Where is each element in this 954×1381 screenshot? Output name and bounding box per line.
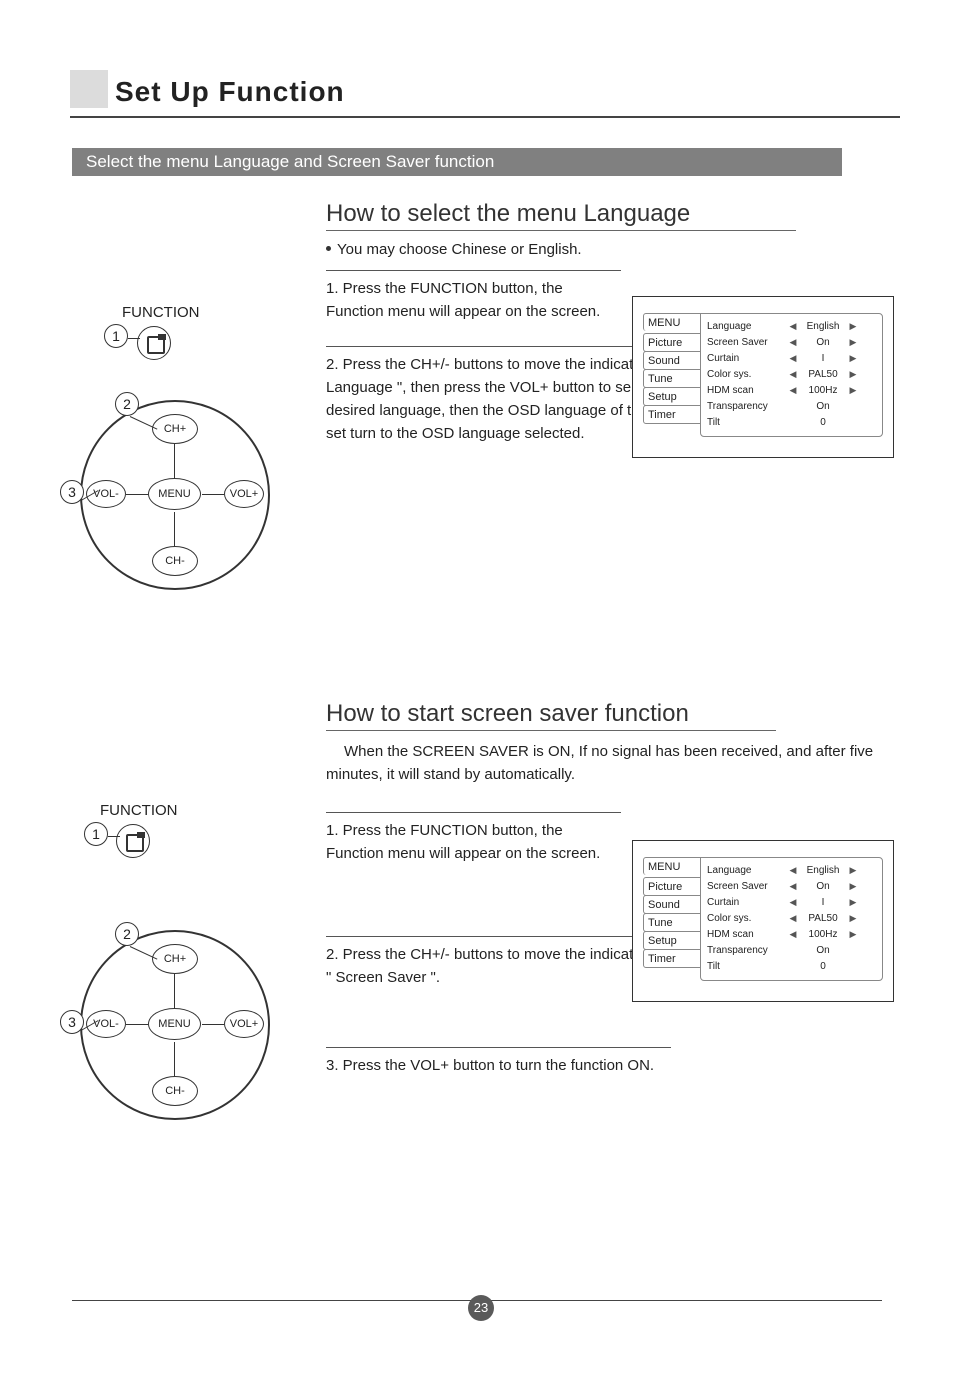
intro-language: You may choose Chinese or English. bbox=[326, 241, 886, 258]
osd-tabs-2: MENU Picture Sound Tune Setup Timer bbox=[643, 857, 701, 967]
callout-1b: 1 bbox=[84, 822, 108, 846]
osd-row-tilt-2: Tilt0 bbox=[707, 958, 876, 974]
osd-row-curtain: Curtain◀I▶ bbox=[707, 350, 876, 366]
remote-pad-1: CH+ CH- VOL- VOL+ MENU bbox=[80, 400, 270, 590]
osd-tab-menu: MENU bbox=[643, 313, 701, 331]
remote-vol-plus-2: VOL+ bbox=[224, 1010, 264, 1038]
page-title: Set Up Function bbox=[115, 76, 345, 108]
function-label-2: FUNCTION bbox=[100, 802, 178, 819]
osd-tab-setup-2: Setup bbox=[643, 931, 701, 950]
osd-row-transparency-2: TransparencyOn bbox=[707, 942, 876, 958]
remote-menu-2: MENU bbox=[148, 1008, 201, 1040]
osd-row-language: Language◀English▶ bbox=[707, 318, 876, 334]
osd-menu-2: MENU Picture Sound Tune Setup Timer Lang… bbox=[632, 840, 894, 1002]
remote-ch-minus-2: CH- bbox=[152, 1076, 198, 1106]
intro-text: You may choose Chinese or English. bbox=[337, 241, 582, 258]
osd-row-hdmscan: HDM scan◀100Hz▶ bbox=[707, 382, 876, 398]
callout-line-1a bbox=[128, 338, 140, 339]
osd-tab-picture-2: Picture bbox=[643, 877, 701, 896]
remote-ch-plus-2: CH+ bbox=[152, 944, 198, 974]
page-number-badge: 23 bbox=[468, 1295, 494, 1321]
function-label-1: FUNCTION bbox=[122, 304, 200, 321]
osd-row-hdmscan-2: HDM scan◀100Hz▶ bbox=[707, 926, 876, 942]
osd-row-tilt: Tilt0 bbox=[707, 414, 876, 430]
remote-pad-2: CH+ CH- VOL- VOL+ MENU bbox=[80, 930, 270, 1120]
osd-row-screensaver-2: Screen Saver◀On▶ bbox=[707, 878, 876, 894]
section-bar: Select the menu Language and Screen Save… bbox=[72, 148, 842, 176]
callout-1a: 1 bbox=[104, 324, 128, 348]
remote-ch-plus: CH+ bbox=[152, 414, 198, 444]
osd-pane-2: Language◀English▶ Screen Saver◀On▶ Curta… bbox=[700, 857, 883, 981]
heading-language: How to select the menu Language bbox=[326, 200, 886, 228]
callout-line-1b bbox=[108, 836, 120, 837]
osd-tab-sound-2: Sound bbox=[643, 895, 701, 914]
osd-row-transparency: TransparencyOn bbox=[707, 398, 876, 414]
heading-screensaver: How to start screen saver function bbox=[326, 700, 886, 728]
osd-tab-picture: Picture bbox=[643, 333, 701, 352]
step-3-screensaver: 3. Press the VOL+ button to turn the fun… bbox=[326, 1047, 671, 1077]
osd-tab-timer: Timer bbox=[643, 405, 701, 424]
osd-tab-tune: Tune bbox=[643, 369, 701, 388]
function-button-2 bbox=[116, 824, 150, 858]
osd-row-curtain-2: Curtain◀I▶ bbox=[707, 894, 876, 910]
osd-tab-menu-2: MENU bbox=[643, 857, 701, 875]
osd-tab-sound: Sound bbox=[643, 351, 701, 370]
osd-tab-tune-2: Tune bbox=[643, 913, 701, 932]
callout-2b: 2 bbox=[115, 922, 139, 946]
osd-menu-1: MENU Picture Sound Tune Setup Timer Lang… bbox=[632, 296, 894, 458]
step-1-screensaver: 1. Press the FUNCTION button, the Functi… bbox=[326, 812, 621, 866]
osd-tab-timer-2: Timer bbox=[643, 949, 701, 968]
step-1-language: 1. Press the FUNCTION button, the Functi… bbox=[326, 270, 621, 324]
osd-tab-setup: Setup bbox=[643, 387, 701, 406]
remote-menu: MENU bbox=[148, 478, 201, 510]
osd-row-screensaver: Screen Saver◀On▶ bbox=[707, 334, 876, 350]
osd-tabs: MENU Picture Sound Tune Setup Timer bbox=[643, 313, 701, 423]
osd-pane: Language◀English▶ Screen Saver◀On▶ Curta… bbox=[700, 313, 883, 437]
heading-underline bbox=[326, 230, 796, 231]
bullet-icon bbox=[326, 246, 331, 251]
function-button-1 bbox=[137, 326, 171, 360]
osd-row-language-2: Language◀English▶ bbox=[707, 862, 876, 878]
step-2-screensaver: 2. Press the CH+/- buttons to move the i… bbox=[326, 936, 671, 990]
heading-underline-2 bbox=[326, 730, 776, 731]
osd-row-colorsys: Color sys.◀PAL50▶ bbox=[707, 366, 876, 382]
title-underline bbox=[70, 116, 900, 118]
subtext-screensaver: When the SCREEN SAVER is ON, If no signa… bbox=[326, 741, 886, 786]
remote-vol-plus: VOL+ bbox=[224, 480, 264, 508]
callout-2a: 2 bbox=[115, 392, 139, 416]
osd-row-colorsys-2: Color sys.◀PAL50▶ bbox=[707, 910, 876, 926]
remote-ch-minus: CH- bbox=[152, 546, 198, 576]
title-accent-square bbox=[70, 70, 108, 108]
